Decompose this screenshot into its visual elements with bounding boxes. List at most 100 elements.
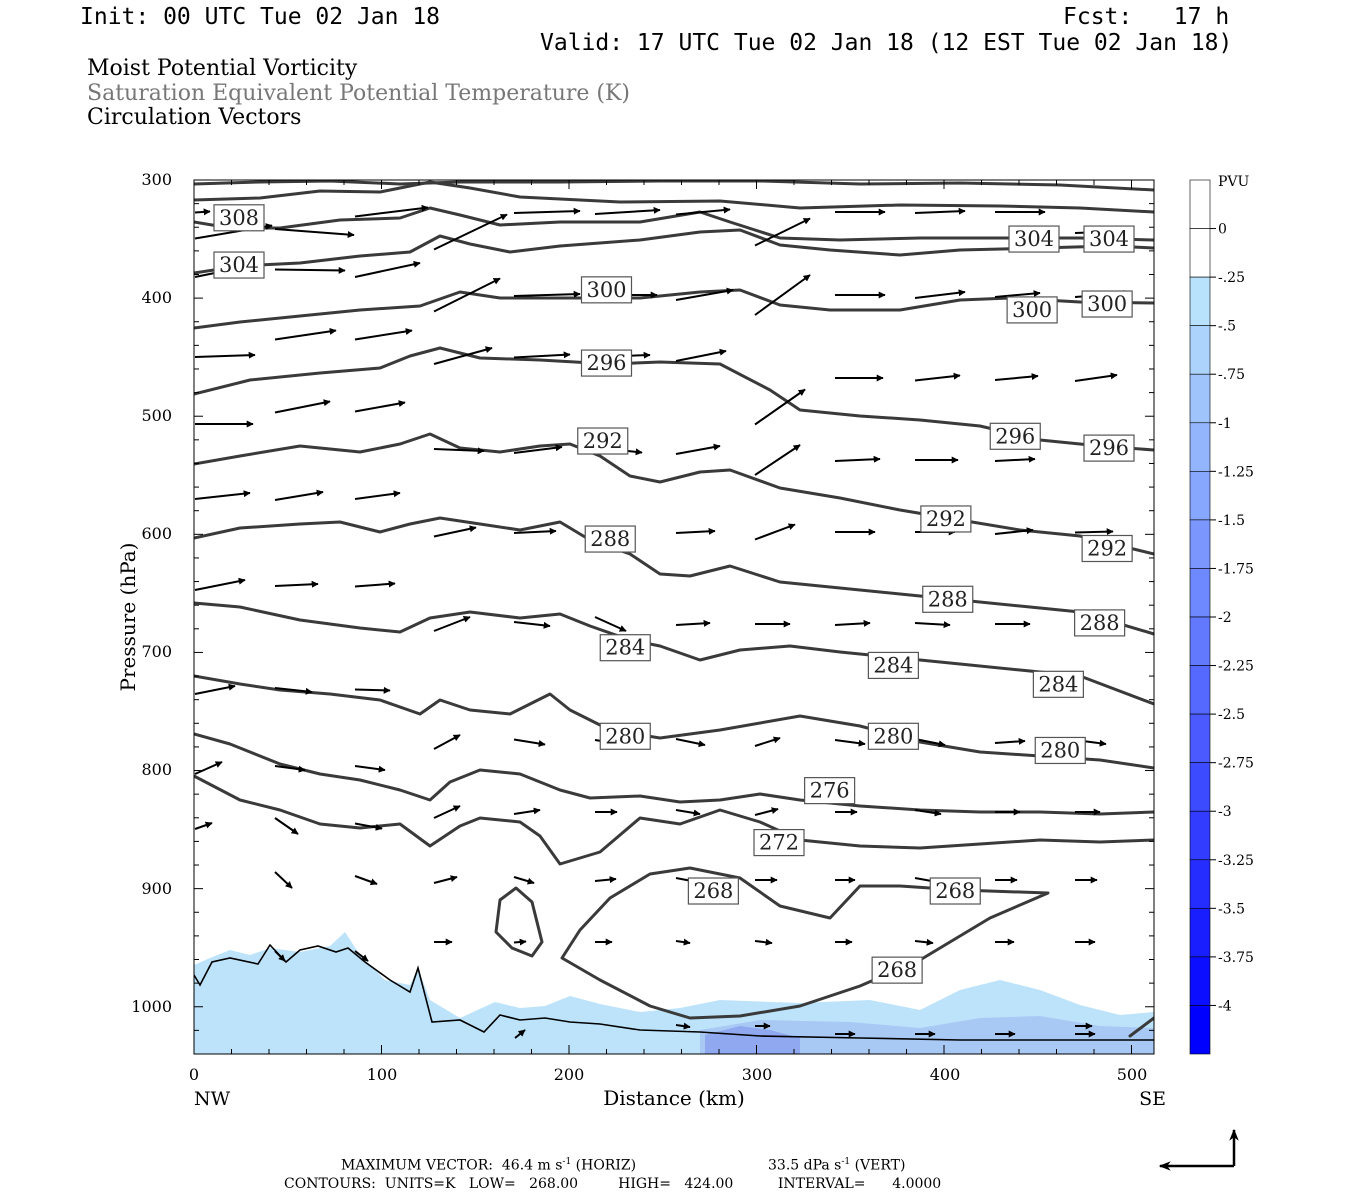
contour-label: 296 [989, 422, 1041, 450]
circulation-vectors [194, 204, 1131, 1039]
circulation-vector [754, 274, 811, 316]
circulation-vector [914, 938, 934, 946]
circulation-vector [834, 739, 866, 747]
forecast-hour: Fcst: 17 h [1063, 4, 1230, 30]
circulation-vector [834, 619, 871, 627]
exponent: -1 [841, 1157, 851, 1167]
colorbar-label: -.25 [1218, 270, 1245, 286]
contour-label-text: 300 [1087, 292, 1127, 316]
circulation-vector [354, 765, 386, 773]
circulation-vector [274, 817, 299, 835]
y-axis-label: Pressure (hPa) [116, 543, 140, 692]
contour-label-box [753, 828, 805, 857]
circulation-vector [354, 686, 391, 694]
circulation-vector [433, 734, 461, 750]
contour-label-box [580, 349, 633, 377]
contour-268-closed [494, 886, 544, 958]
contour-label-text: 284 [605, 636, 645, 660]
contour-label-box [599, 634, 651, 662]
circulation-vector [675, 206, 731, 216]
circulation-vector [994, 373, 1039, 381]
circulation-vector [675, 809, 701, 817]
contour-label: 272 [753, 828, 805, 857]
field-title-mpv: Moist Potential Vorticity [87, 56, 358, 81]
y-tick-label: 600 [141, 524, 172, 543]
circulation-vector [354, 260, 421, 278]
contour-label-box [213, 251, 265, 279]
circulation-vector [274, 327, 337, 341]
circulation-vector [513, 807, 541, 815]
circulation-vector [754, 938, 773, 946]
contour-label-box [922, 585, 974, 613]
circulation-vector [513, 621, 551, 629]
circulation-vector [354, 580, 396, 588]
contour-label-text: 296 [995, 424, 1035, 448]
contour-label-box [213, 204, 265, 232]
contour-label: 288 [584, 525, 636, 553]
circulation-vector [513, 207, 581, 215]
max-vector-line: MAXIMUM VECTOR: 46.4 m s-1 (HORIZ) [341, 1158, 636, 1173]
contour-272 [194, 732, 1154, 816]
x-tick-label: 500 [1117, 1065, 1148, 1084]
circulation-vector [354, 328, 413, 341]
contour-labels: 308 304 304 304 300 300 300 296 296 296 292 292 292 2… [213, 204, 1135, 984]
circulation-vector [675, 348, 727, 362]
contour-label: 300 [1081, 290, 1133, 318]
colorbar-label: -1.75 [1218, 561, 1254, 577]
colorbar-label: -3.25 [1218, 853, 1254, 869]
colorbar-bin [1189, 908, 1211, 958]
contour-label: 276 [804, 777, 856, 805]
circulation-vector [433, 213, 508, 251]
contour-label: 292 [1081, 534, 1133, 563]
colorbar-label: -1.5 [1218, 513, 1245, 529]
max-vector-horiz-value: MAXIMUM VECTOR: 46.4 m s [341, 1157, 563, 1174]
x-tick-label: 0 [189, 1065, 199, 1084]
contour-label: 300 [1006, 296, 1058, 324]
circulation-vector [994, 290, 1041, 298]
plot-frame [193, 179, 1155, 1055]
circulation-vector [274, 228, 355, 239]
colorbar-bin [1189, 325, 1211, 375]
contour-label-text: 280 [873, 724, 913, 748]
circulation-vector [675, 443, 721, 455]
contour-label-text: 296 [586, 351, 626, 375]
contour-308 [194, 180, 1154, 214]
y-tick-label: 300 [141, 170, 172, 189]
contour-label: 284 [867, 651, 919, 680]
contour-label-text: 268 [877, 958, 917, 982]
contour-label-box [599, 722, 651, 750]
contour-label-text: 276 [810, 779, 850, 803]
circulation-vector [675, 938, 691, 946]
field-title-vectors: Circulation Vectors [87, 105, 302, 130]
contour-label-text: 288 [928, 587, 968, 611]
contour-label-box [867, 651, 919, 680]
pv-colorbar: 0 -.25 -.5 -.75 -1 -1.25 -1.5 -1.75 -2 -2.25 -2.5 -… [1189, 179, 1254, 1055]
contour-label-box [1081, 534, 1133, 563]
contour-label-box [929, 877, 981, 905]
contour-label-box [580, 276, 633, 304]
contour-label-text: 304 [219, 253, 259, 277]
contour-label: 304 [1083, 225, 1135, 253]
colorbar-bin [1189, 228, 1211, 278]
circulation-vector [675, 619, 711, 627]
colorbar-label: -2.25 [1218, 659, 1254, 675]
y-tick-label: 1000 [131, 997, 172, 1016]
contour-276 [194, 674, 1154, 770]
plot-area [194, 180, 1154, 1054]
contour-label-text: 304 [1089, 227, 1129, 251]
contour-label-box [584, 525, 636, 553]
contour-label: 268 [687, 877, 739, 905]
circulation-vector [994, 737, 1026, 745]
colorbar-bin [1189, 616, 1211, 666]
circulation-vector [194, 490, 251, 500]
exponent: -1 [562, 1157, 572, 1167]
circulation-vector [513, 444, 563, 454]
contour-304 [194, 206, 1154, 242]
colorbar-label: -2 [1218, 610, 1232, 626]
circulation-vector [914, 738, 946, 748]
contour-label-text: 272 [759, 831, 799, 855]
circulation-vector [1074, 372, 1118, 382]
circulation-vector [194, 577, 246, 591]
valid-time: Valid: 17 UTC Tue 02 Jan 18 (12 EST Tue … [540, 30, 1233, 56]
contour-label-text: 300 [586, 278, 626, 302]
